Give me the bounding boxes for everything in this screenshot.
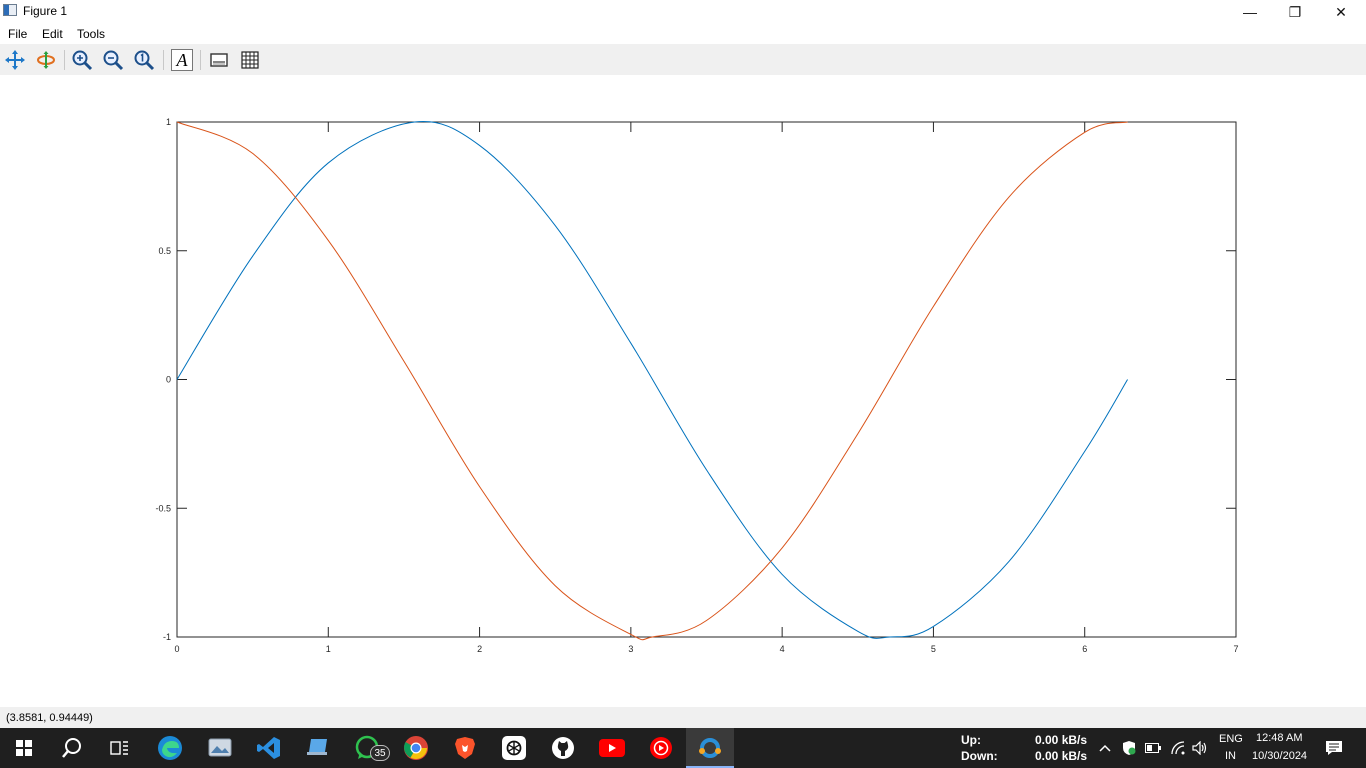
series-line-2[interactable] [176, 121, 1128, 641]
edge-icon[interactable] [146, 728, 194, 768]
net-up-label: Up: [961, 733, 981, 747]
toggle-axes-icon[interactable] [207, 48, 231, 72]
tray-overflow-chevron-icon[interactable] [1098, 728, 1112, 768]
zoom-reset-icon[interactable] [132, 48, 156, 72]
zoom-out-icon[interactable] [101, 48, 125, 72]
x-tick-label: 1 [326, 644, 331, 654]
toolbar-separator [200, 50, 201, 70]
series-group [176, 120, 1128, 641]
series-line-1[interactable] [176, 120, 1128, 639]
clock-date[interactable]: 10/30/2024 [1252, 750, 1308, 762]
y-tick-labels: -1 -0.5 0 0.5 1 [155, 117, 171, 642]
pan-icon[interactable] [3, 48, 27, 72]
photos-icon[interactable] [196, 728, 244, 768]
github-icon[interactable] [539, 728, 587, 768]
window-title: Figure 1 [23, 4, 68, 18]
task-view-icon[interactable] [96, 728, 144, 768]
search-icon[interactable] [48, 728, 96, 768]
y-tick-label: 1 [166, 117, 171, 127]
input-region[interactable]: IN [1225, 750, 1236, 762]
maximize-button[interactable]: ❐ [1288, 3, 1302, 20]
x-tick-label: 4 [780, 644, 785, 654]
menu-bar: File Edit Tools [0, 25, 1366, 44]
youtube-music-icon[interactable] [637, 728, 685, 768]
notification-center-icon[interactable] [1320, 728, 1348, 768]
octave-icon[interactable] [686, 728, 734, 768]
x-tick-label: 6 [1082, 644, 1087, 654]
axes-box [176, 121, 1237, 638]
text-tool-glyph: A [171, 49, 193, 71]
whatsapp-notification-badge: 35 [370, 745, 390, 761]
x-tick-label: 5 [931, 644, 936, 654]
figure-toolbar: A [0, 44, 1366, 75]
security-shield-icon[interactable] [1120, 728, 1138, 768]
y-tick-label: 0.5 [158, 246, 171, 256]
status-bar: (3.8581, 0.94449) [0, 707, 1366, 728]
x-tick-label: 2 [477, 644, 482, 654]
title-bar: Figure 1 — ❐ ✕ [0, 0, 1366, 24]
x-tick-labels: 0 1 2 3 4 5 6 7 [174, 644, 1238, 654]
windows-start-icon[interactable] [0, 728, 48, 768]
net-down-value: 0.00 kB/s [1035, 749, 1088, 763]
tick-marks [176, 121, 1237, 638]
y-tick-label: -0.5 [155, 503, 171, 513]
net-down-label: Down: [961, 749, 998, 763]
battery-icon[interactable] [1144, 728, 1162, 768]
toolbar-separator [64, 50, 65, 70]
youtube-icon[interactable] [588, 728, 636, 768]
zoom-in-icon[interactable] [70, 48, 94, 72]
y-tick-label: -1 [163, 632, 171, 642]
brave-icon[interactable] [441, 728, 489, 768]
taskbar: 35 Up: Down: 0.00 kB/s 0.00 kB/s ENG IN … [0, 728, 1366, 768]
insert-text-icon[interactable]: A [170, 48, 194, 72]
y-tick-label: 0 [166, 375, 171, 385]
toolbar-separator [163, 50, 164, 70]
input-language[interactable]: ENG [1219, 733, 1243, 745]
chatgpt-icon[interactable] [490, 728, 538, 768]
vscode-icon[interactable] [245, 728, 293, 768]
x-tick-label: 3 [628, 644, 633, 654]
chrome-icon[interactable] [392, 728, 440, 768]
close-button[interactable]: ✕ [1335, 3, 1347, 20]
menu-edit[interactable]: Edit [42, 27, 63, 41]
plot-svg[interactable]: 0 1 2 3 4 5 6 7 -1 -0.5 0 0.5 1 [0, 75, 1366, 707]
wifi-icon[interactable] [1168, 728, 1188, 768]
active-app-highlight [686, 728, 734, 768]
menu-file[interactable]: File [8, 27, 28, 41]
rotate-icon[interactable] [34, 48, 58, 72]
x-tick-label: 7 [1233, 644, 1238, 654]
computer-icon[interactable] [294, 728, 342, 768]
cursor-coordinates: (3.8581, 0.94449) [6, 712, 93, 724]
menu-tools[interactable]: Tools [77, 27, 106, 41]
net-up-value: 0.00 kB/s [1035, 733, 1088, 747]
x-tick-label: 0 [174, 644, 179, 654]
toggle-grid-icon[interactable] [238, 48, 262, 72]
figure-window-icon [3, 4, 17, 16]
volume-icon[interactable] [1190, 728, 1210, 768]
clock-time[interactable]: 12:48 AM [1256, 732, 1303, 744]
minimize-button[interactable]: — [1243, 4, 1257, 20]
figure-canvas[interactable]: 0 1 2 3 4 5 6 7 -1 -0.5 0 0.5 1 [0, 75, 1366, 707]
